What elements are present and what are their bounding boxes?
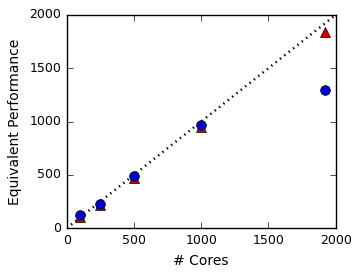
1000 rays	[98, 203, 103, 206]
1000 rays	[323, 30, 327, 34]
1000 rays	[132, 177, 136, 180]
200 rays	[78, 214, 82, 217]
Line: 200 rays: 200 rays	[75, 85, 330, 220]
Y-axis label: Equivalent Performance: Equivalent Performance	[8, 38, 22, 205]
1000 rays	[199, 126, 203, 129]
200 rays	[323, 88, 327, 91]
1000 rays	[78, 215, 82, 219]
200 rays	[98, 202, 103, 205]
Line: 1000 rays: 1000 rays	[75, 27, 330, 222]
200 rays	[132, 174, 136, 177]
X-axis label: # Cores: # Cores	[174, 254, 229, 268]
200 rays	[199, 123, 203, 126]
